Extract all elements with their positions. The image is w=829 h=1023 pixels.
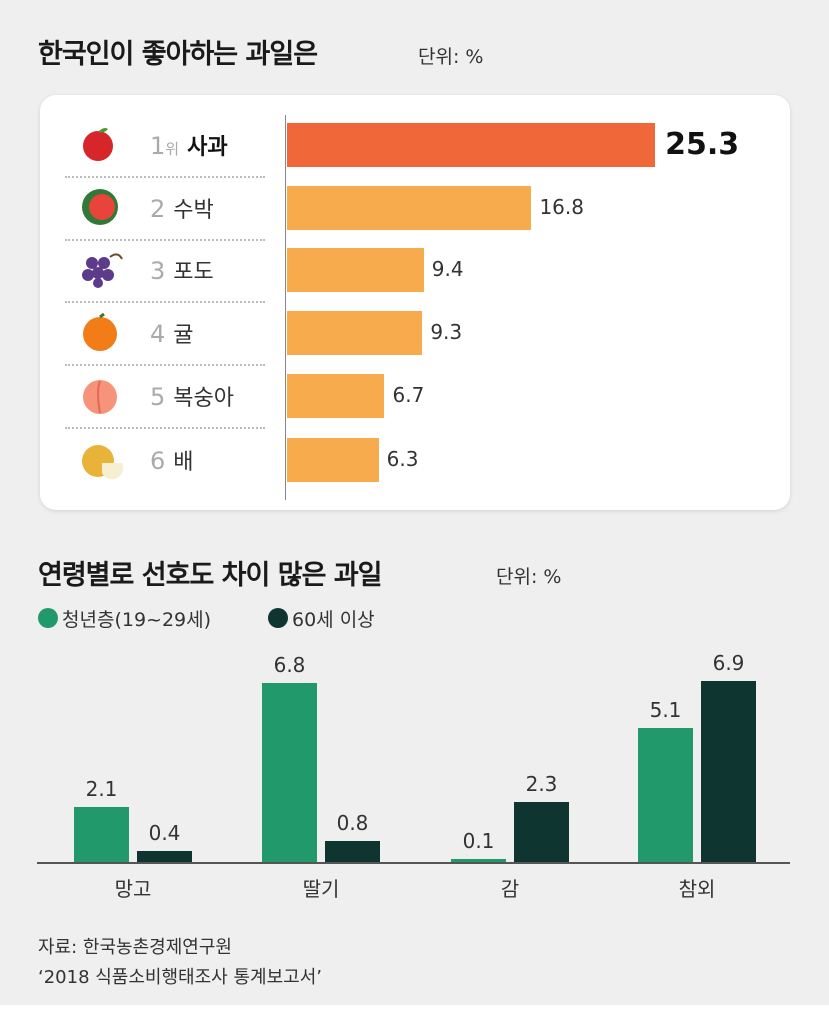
apple-icon	[83, 128, 113, 161]
value-label: 16.8	[539, 195, 584, 219]
value-label: 6.3	[386, 447, 419, 471]
rank-number: 2	[150, 195, 166, 223]
category-label: 딸기	[302, 877, 340, 901]
rank-label: 5 복숭아	[150, 380, 234, 412]
chart2-title: 연령별로 선호도 차이 많은 과일	[38, 560, 383, 591]
bar	[287, 248, 424, 292]
rank-number: 3	[150, 257, 166, 285]
bar-senior	[701, 680, 756, 862]
rank-label: 2 수박	[150, 192, 214, 224]
value-label: 0.1	[462, 829, 495, 854]
value-label: 0.4	[148, 821, 181, 846]
category-label: 망고	[114, 877, 152, 901]
bar-senior	[325, 840, 380, 862]
rank-number: 6	[150, 447, 166, 475]
rank-suffix: 위	[165, 140, 180, 158]
bar	[287, 438, 379, 482]
fruit-name: 사과	[187, 135, 228, 160]
pear-icon	[82, 445, 124, 480]
bar-young	[74, 806, 129, 862]
bar-young	[451, 859, 506, 862]
value-label: 2.3	[525, 771, 558, 796]
source-line1: 자료: 한국농촌경제연구원	[38, 937, 232, 958]
row-separator	[65, 427, 265, 429]
chart1-unit: 단위: %	[418, 46, 484, 68]
bar-senior	[137, 851, 192, 862]
chart1-title: 한국인이 좋아하는 과일은	[38, 39, 318, 70]
value-label: 9.4	[431, 257, 464, 281]
watermelon-icon	[82, 189, 118, 225]
value-label: 2.1	[85, 776, 118, 801]
value-label: 25.3	[665, 127, 740, 162]
fruit-name: 수박	[173, 198, 214, 223]
legend-young-swatch	[38, 608, 58, 628]
bar-senior	[514, 801, 569, 862]
value-label: 5.1	[649, 697, 682, 722]
value-label: 6.9	[712, 650, 745, 675]
fruit-name: 포도	[173, 260, 214, 285]
axis-line	[285, 115, 286, 500]
row-separator	[65, 301, 265, 303]
value-label: 6.7	[392, 383, 425, 407]
grape-icon	[82, 253, 123, 288]
legend-senior-label: 60세 이상	[292, 609, 375, 631]
rank-number: 4	[150, 320, 166, 348]
bar-young	[262, 683, 317, 862]
bar	[287, 311, 423, 355]
bar	[287, 186, 532, 230]
row-separator	[65, 364, 265, 366]
fruit-name: 복숭아	[173, 386, 235, 411]
row-separator	[65, 239, 265, 241]
value-label: 9.3	[430, 320, 463, 344]
fruit-name: 귤	[173, 323, 194, 348]
bar	[287, 374, 385, 418]
bar-young	[638, 727, 693, 862]
chart2-unit: 단위: %	[496, 566, 562, 588]
fruit-name: 배	[173, 450, 194, 475]
value-label: 0.8	[336, 810, 369, 835]
row-separator	[65, 176, 265, 178]
legend-senior-swatch	[268, 608, 288, 628]
peach-icon	[83, 380, 117, 414]
category-label: 감	[500, 877, 520, 901]
bar	[287, 123, 656, 167]
rank-label: 1위 사과	[150, 129, 228, 161]
x-axis-line	[37, 862, 790, 864]
source-line2: ‘2018 식품소비행태조사 통계보고서’	[38, 967, 322, 988]
value-label: 6.8	[273, 653, 306, 678]
rank-number: 5	[150, 383, 166, 411]
rank-label: 3 포도	[150, 254, 214, 286]
legend-young-label: 청년층(19~29세)	[62, 609, 212, 631]
category-label: 참외	[678, 877, 716, 901]
tangerine-icon	[83, 312, 117, 351]
rank-number: 1	[150, 132, 166, 160]
